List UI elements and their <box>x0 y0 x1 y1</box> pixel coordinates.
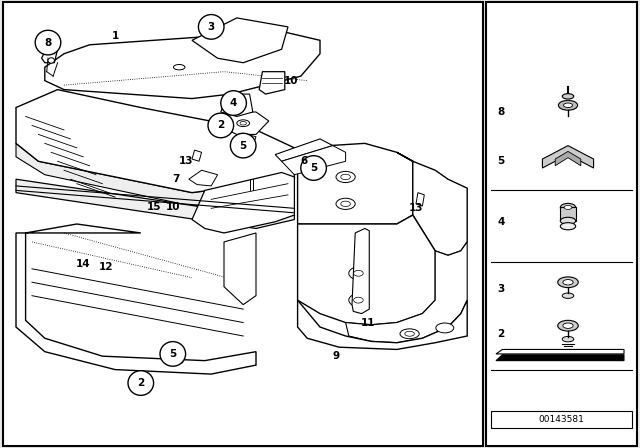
Ellipse shape <box>160 341 186 366</box>
Ellipse shape <box>336 171 355 183</box>
Text: 5: 5 <box>169 349 177 359</box>
Text: 13: 13 <box>409 203 423 213</box>
Polygon shape <box>346 242 467 343</box>
Ellipse shape <box>221 90 246 115</box>
Ellipse shape <box>563 94 574 99</box>
Polygon shape <box>496 349 624 354</box>
Bar <box>486 2 637 446</box>
Text: 4: 4 <box>497 217 505 227</box>
Text: 2: 2 <box>497 329 504 339</box>
Polygon shape <box>555 151 581 166</box>
Text: 5: 5 <box>310 163 317 173</box>
Polygon shape <box>352 228 369 314</box>
Polygon shape <box>298 300 467 349</box>
Ellipse shape <box>128 370 154 396</box>
Ellipse shape <box>400 329 419 339</box>
Ellipse shape <box>301 155 326 180</box>
Ellipse shape <box>35 30 61 55</box>
Polygon shape <box>298 215 435 325</box>
Ellipse shape <box>561 217 576 224</box>
Ellipse shape <box>563 323 573 328</box>
Text: 14: 14 <box>76 259 90 269</box>
Polygon shape <box>192 18 288 63</box>
Text: 15: 15 <box>147 202 161 212</box>
Text: 9: 9 <box>332 351 340 361</box>
Ellipse shape <box>436 323 454 333</box>
Text: 3: 3 <box>497 284 504 294</box>
Polygon shape <box>45 31 320 99</box>
Text: 5: 5 <box>239 141 247 151</box>
Polygon shape <box>543 146 594 168</box>
Ellipse shape <box>561 203 576 211</box>
Polygon shape <box>163 349 186 363</box>
Ellipse shape <box>341 174 351 180</box>
Ellipse shape <box>563 293 574 298</box>
Ellipse shape <box>354 270 364 276</box>
Ellipse shape <box>349 294 368 306</box>
Ellipse shape <box>561 223 576 230</box>
Ellipse shape <box>237 120 250 127</box>
Ellipse shape <box>230 134 256 158</box>
Polygon shape <box>192 150 202 161</box>
Ellipse shape <box>404 332 415 336</box>
Ellipse shape <box>558 277 579 288</box>
Ellipse shape <box>208 113 234 138</box>
Text: 3: 3 <box>207 22 215 32</box>
Polygon shape <box>16 224 256 374</box>
Bar <box>561 207 576 221</box>
Polygon shape <box>189 170 218 186</box>
Ellipse shape <box>354 297 364 303</box>
Polygon shape <box>397 152 467 255</box>
Ellipse shape <box>349 267 368 280</box>
Polygon shape <box>240 134 256 146</box>
Ellipse shape <box>563 280 573 285</box>
Polygon shape <box>416 193 424 206</box>
Ellipse shape <box>564 205 572 209</box>
Ellipse shape <box>173 65 185 70</box>
Ellipse shape <box>341 201 351 207</box>
Ellipse shape <box>336 198 355 209</box>
Text: 11: 11 <box>361 318 375 327</box>
Text: 2: 2 <box>217 121 225 130</box>
Polygon shape <box>259 72 285 94</box>
Ellipse shape <box>558 320 579 331</box>
Polygon shape <box>16 90 294 193</box>
Ellipse shape <box>240 121 246 125</box>
Polygon shape <box>16 143 294 206</box>
Bar <box>3 2 483 446</box>
Ellipse shape <box>564 103 573 108</box>
Text: 13: 13 <box>179 156 193 166</box>
Ellipse shape <box>48 58 54 63</box>
Polygon shape <box>496 355 624 361</box>
Text: 7: 7 <box>172 174 180 184</box>
Polygon shape <box>192 172 294 233</box>
Polygon shape <box>42 45 58 63</box>
Bar <box>491 411 632 428</box>
Text: 10: 10 <box>284 76 298 86</box>
Polygon shape <box>16 179 294 228</box>
Polygon shape <box>275 139 333 161</box>
Text: 8: 8 <box>497 107 504 117</box>
Text: 6: 6 <box>300 156 308 166</box>
Polygon shape <box>282 146 346 175</box>
Polygon shape <box>221 94 253 116</box>
Text: 1: 1 <box>111 31 119 41</box>
Text: 8: 8 <box>44 38 52 47</box>
Text: 2: 2 <box>137 378 145 388</box>
Text: 10: 10 <box>166 202 180 212</box>
Polygon shape <box>298 143 413 224</box>
Text: 4: 4 <box>230 98 237 108</box>
Text: 12: 12 <box>99 262 113 271</box>
Ellipse shape <box>563 336 574 342</box>
Text: 5: 5 <box>497 156 504 166</box>
Polygon shape <box>218 112 269 134</box>
Polygon shape <box>224 233 256 305</box>
Ellipse shape <box>198 15 224 39</box>
Text: 00143581: 00143581 <box>539 415 584 424</box>
Ellipse shape <box>558 100 578 110</box>
